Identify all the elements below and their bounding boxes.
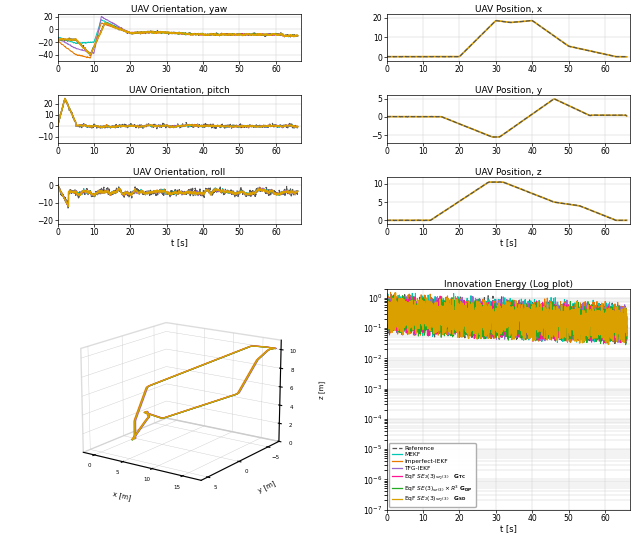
Title: UAV Position, z: UAV Position, z: [476, 167, 542, 177]
Title: Innovation Energy (Log plot): Innovation Energy (Log plot): [444, 280, 573, 289]
Y-axis label: y [m]: y [m]: [257, 480, 277, 494]
Title: UAV Position, x: UAV Position, x: [475, 4, 542, 14]
Title: UAV Position, y: UAV Position, y: [475, 86, 542, 95]
Title: UAV Orientation, yaw: UAV Orientation, yaw: [131, 4, 228, 14]
Title: UAV Orientation, roll: UAV Orientation, roll: [133, 167, 225, 177]
X-axis label: t [s]: t [s]: [171, 239, 188, 247]
Legend: Reference, MEKF, Imperfect-IEKF, TFG-IEKF, EqF $SE_2(3)_{se_2(3)}$   $\mathbf{G}: Reference, MEKF, Imperfect-IEKF, TFG-IEK…: [389, 443, 476, 507]
X-axis label: x [m]: x [m]: [112, 490, 132, 501]
X-axis label: t [s]: t [s]: [500, 239, 517, 247]
Title: UAV Orientation, pitch: UAV Orientation, pitch: [129, 86, 230, 95]
X-axis label: t [s]: t [s]: [500, 524, 517, 533]
